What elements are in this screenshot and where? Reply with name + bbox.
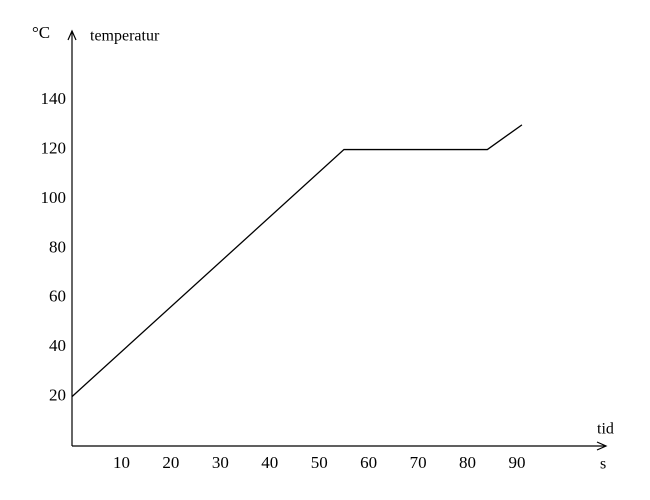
- y-tick-label: 100: [41, 188, 67, 207]
- x-tick-label: 90: [509, 453, 526, 472]
- y-tick-label: 20: [49, 386, 66, 405]
- x-tick-label: 20: [162, 453, 179, 472]
- y-tick-label: 40: [49, 336, 66, 355]
- y-axis-title: temperatur: [90, 28, 160, 45]
- y-tick-label: 80: [49, 237, 66, 256]
- y-tick-label: 60: [49, 287, 66, 306]
- x-tick-label: 60: [360, 453, 377, 472]
- x-tick-label: 40: [261, 453, 278, 472]
- x-tick-label: 70: [410, 453, 427, 472]
- data-line: [71, 124, 523, 398]
- y-unit-label: °C: [32, 23, 50, 42]
- x-tick-label: 50: [311, 453, 328, 472]
- y-tick-label: 120: [41, 138, 67, 157]
- y-tick-label: 140: [41, 89, 67, 108]
- x-tick-label: 80: [459, 453, 476, 472]
- x-axis-title: tid: [597, 421, 614, 438]
- y-axis-arrow: [67, 29, 77, 41]
- x-tick-label: 10: [113, 453, 130, 472]
- x-axis-unit: s: [600, 456, 606, 473]
- x-tick-label: 30: [212, 453, 229, 472]
- x-axis-arrow: [596, 441, 608, 451]
